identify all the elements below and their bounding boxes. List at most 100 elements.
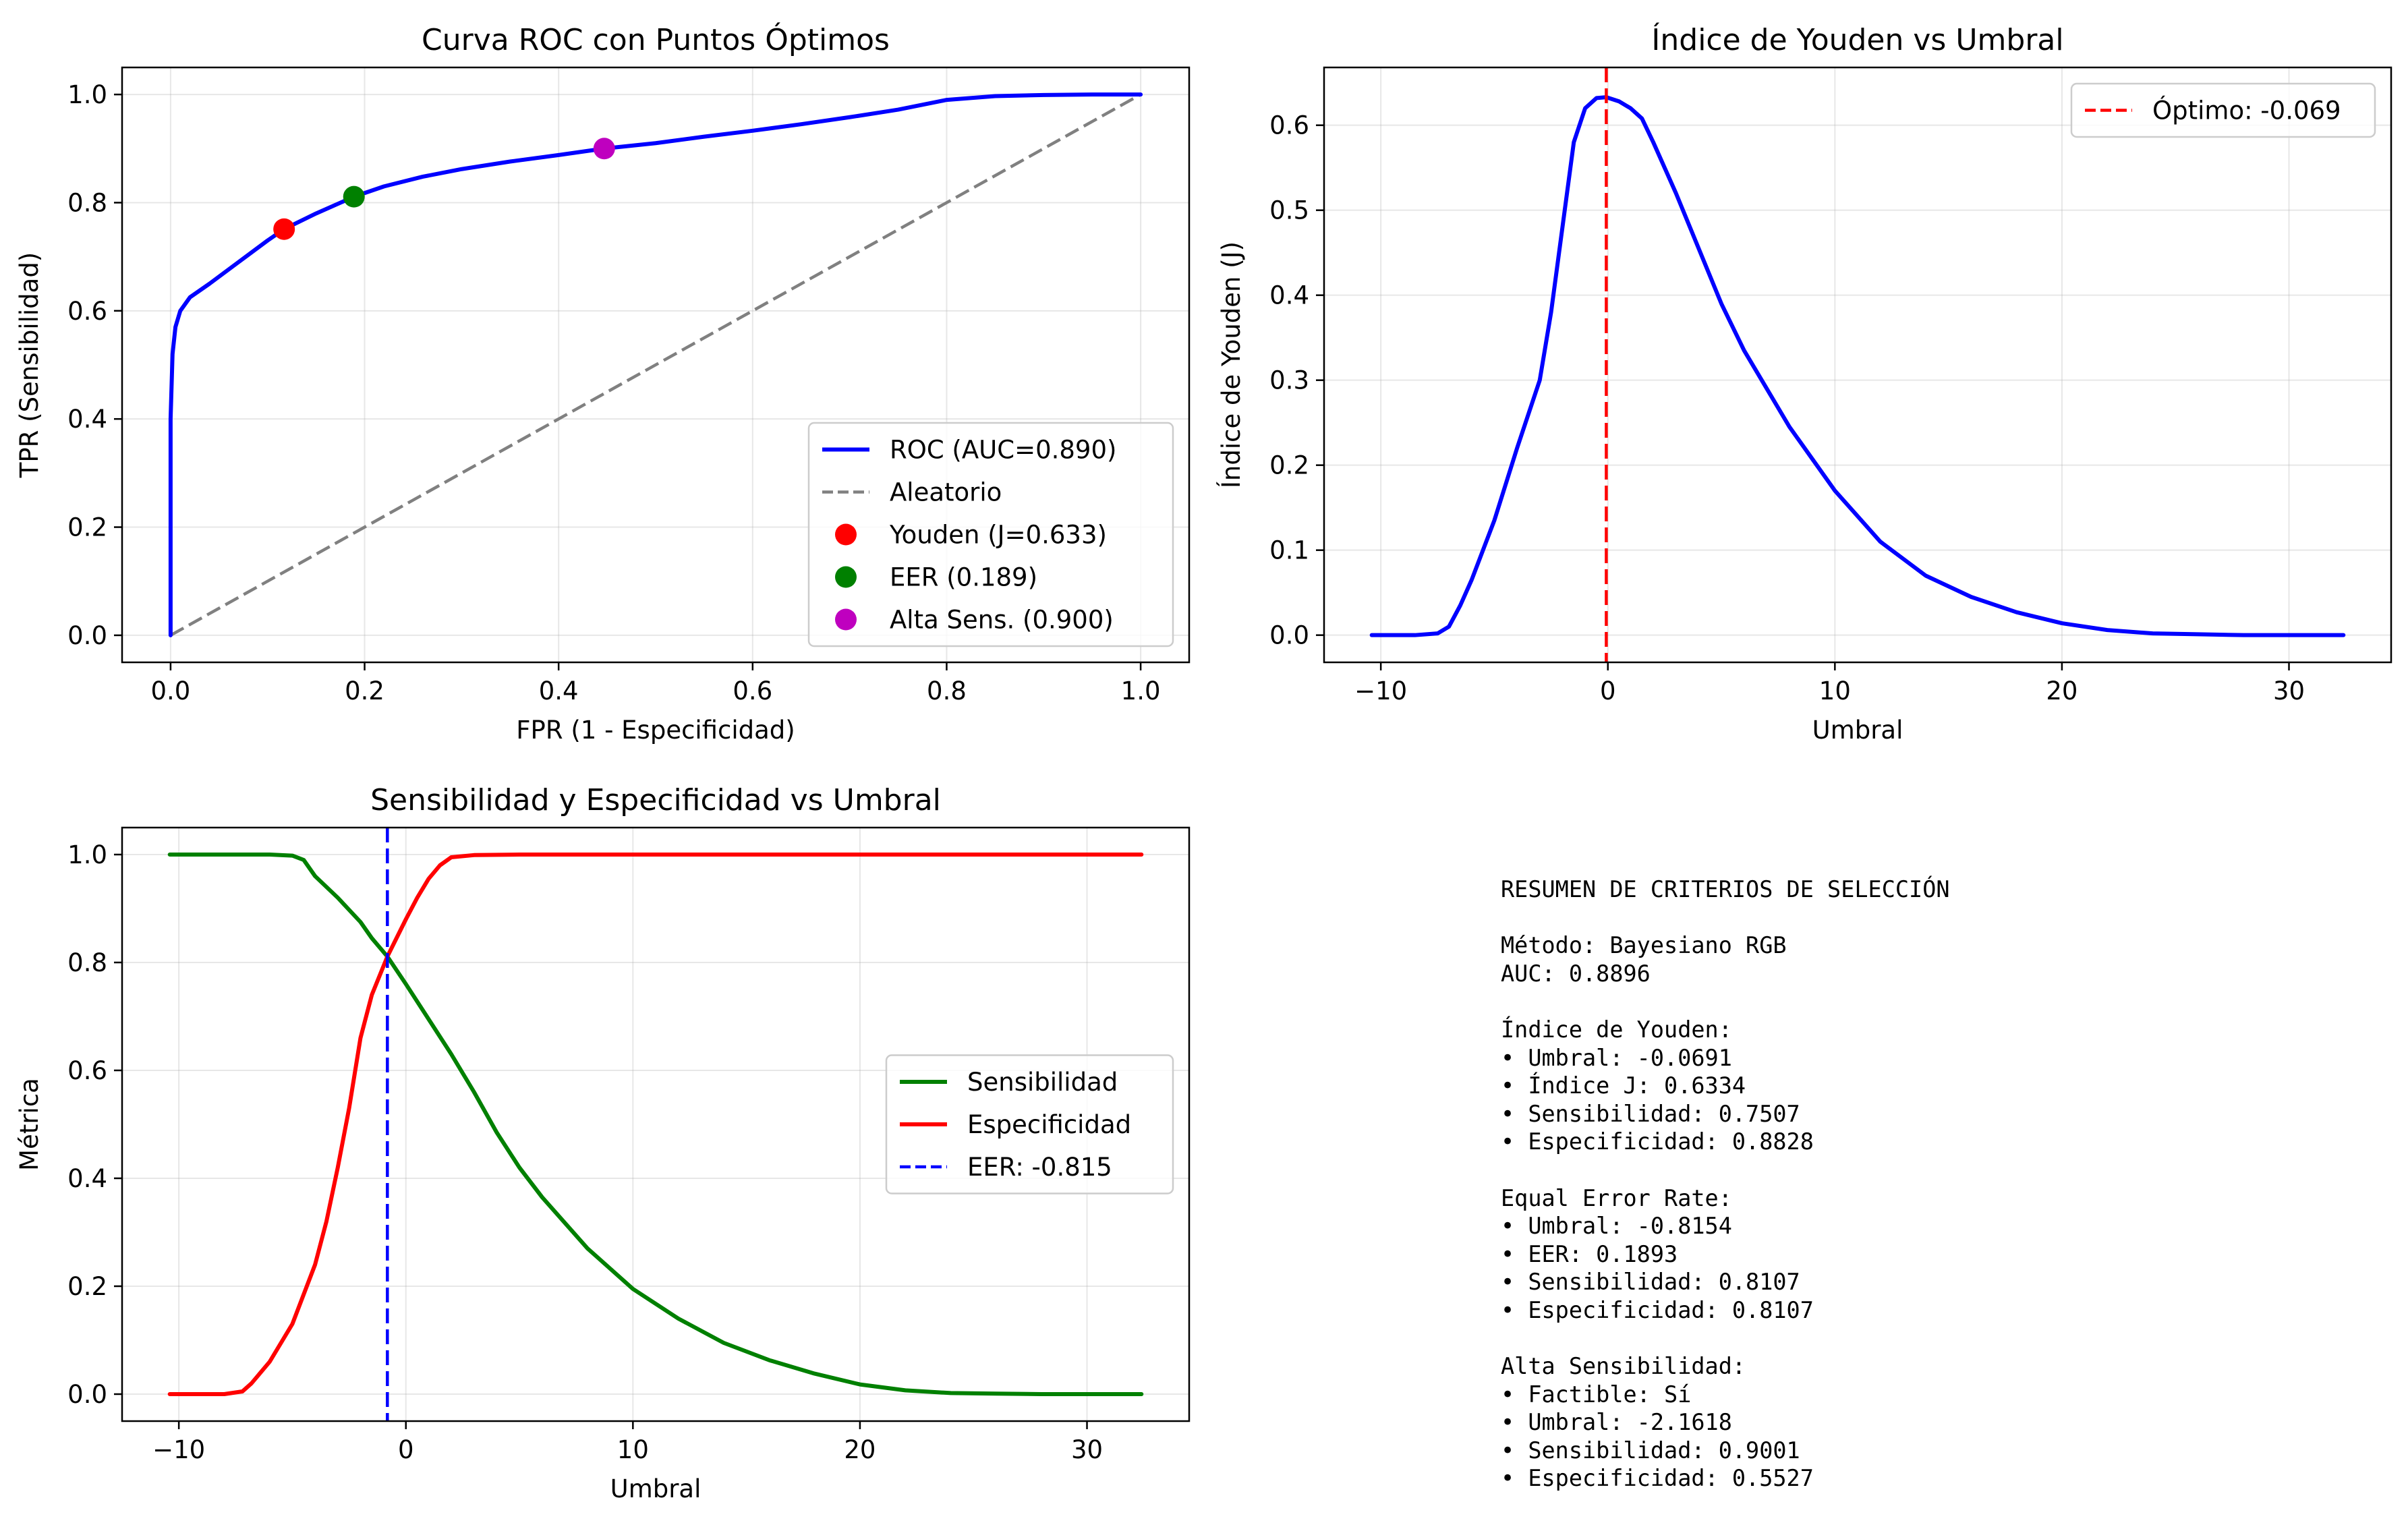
summary-line: • Umbral: -2.1618 [1501, 1409, 1732, 1436]
y-tick-label: 0.2 [67, 513, 107, 542]
summary-text: RESUMEN DE CRITERIOS DE SELECCIÓN Método… [1501, 875, 2310, 1493]
series-line-especificidad [167, 853, 1144, 1396]
axes-frame [121, 826, 1191, 1422]
legend-label: Especificidad [967, 1110, 1131, 1139]
axes-frame [1323, 66, 2392, 664]
legend-label: Youden (J=0.633) [889, 521, 1107, 550]
series-line-aleatorio [169, 93, 1142, 637]
summary-line: Método: Bayesiano RGB [1501, 932, 1787, 959]
x-tick-label: 0.6 [733, 676, 772, 705]
summary-line: • Factible: Sí [1501, 1381, 1692, 1408]
summary-line [1501, 1325, 2310, 1353]
summary-line: • Umbral: -0.0691 [1501, 1044, 1732, 1071]
legend: Óptimo: -0.069 [2070, 82, 2376, 138]
data-point [343, 185, 365, 208]
summary-line [1501, 1156, 2310, 1184]
legend: ROC (AUC=0.890) Aleatorio Youden (J=0.633)… [807, 422, 1174, 647]
summary-line: • Umbral: -0.8154 [1501, 1213, 1732, 1240]
x-tick-label: 0.8 [927, 676, 967, 705]
legend-label: Sensibilidad [967, 1068, 1118, 1097]
legend-swatch [835, 566, 857, 588]
summary-line: • Especificidad: 0.8828 [1501, 1128, 1814, 1155]
y-tick-label: 0.8 [67, 948, 107, 977]
summary-line: • Sensibilidad: 0.8107 [1501, 1269, 1800, 1296]
x-axis-label: Umbral [1812, 716, 1903, 745]
y-tick-label: 0.3 [1269, 366, 1309, 395]
legend-box [2070, 82, 2376, 138]
x-tick-label: 1.0 [1121, 676, 1161, 705]
chart-panel-1: 0.0 0.2 0.4 0.6 0.8 1.0 0.0 0.2 0.4 0.6 0.8 1.0 Curv… [15, 22, 1191, 745]
y-axis-label: TPR (Sensibilidad) [15, 252, 44, 478]
x-tick-label: 10 [617, 1435, 649, 1464]
x-tick-label: 0.4 [539, 676, 579, 705]
x-tick-label: 0 [1600, 676, 1616, 705]
summary-line [1501, 987, 2310, 1016]
summary-line: • Índice J: 0.6334 [1501, 1072, 1746, 1099]
x-tick-label: −10 [152, 1435, 205, 1464]
plot-area [168, 92, 1143, 637]
y-tick-label: 0.4 [1269, 281, 1309, 310]
y-tick-label: 0.8 [67, 188, 107, 217]
x-tick-label: −10 [1354, 676, 1407, 705]
chart-title: Índice de Youden vs Umbral [1651, 22, 2063, 57]
summary-line: Alta Sensibilidad: [1501, 1353, 1746, 1380]
data-point [273, 218, 295, 240]
summary-line [1501, 904, 2310, 932]
y-tick-label: 1.0 [67, 80, 107, 109]
summary-line: Equal Error Rate: [1501, 1184, 1732, 1211]
summary-line: • Especificidad: 0.8107 [1501, 1296, 1814, 1323]
y-tick-label: 0.0 [1269, 621, 1309, 650]
x-tick-label: 20 [844, 1435, 876, 1464]
x-tick-label: 0.2 [345, 676, 384, 705]
y-tick-label: 0.0 [67, 1380, 107, 1409]
chart-panel-3: −10 0 10 20 30 0.0 0.2 0.4 0.6 0.8 1.0 Sensibilidad… [15, 783, 1191, 1503]
y-tick-label: 1.0 [67, 840, 107, 869]
y-tick-label: 0.5 [1269, 196, 1309, 225]
plot-area [1369, 67, 2346, 662]
series-line-roc-auc-0-890 [168, 92, 1143, 637]
legend-label: Óptimo: -0.069 [2152, 96, 2341, 125]
x-axis-label: Umbral [610, 1474, 701, 1503]
y-tick-label: 0.4 [67, 1164, 107, 1193]
y-axis-label: Métrica [15, 1078, 44, 1171]
y-tick-label: 0.6 [67, 297, 107, 326]
y-axis-label: Índice de Youden (J) [1216, 241, 1246, 488]
plot-area [167, 828, 1144, 1421]
x-tick-label: 0.0 [150, 676, 190, 705]
y-tick-label: 0.2 [1269, 451, 1309, 480]
x-tick-label: 0 [398, 1435, 414, 1464]
summary-line: • Sensibilidad: 0.9001 [1501, 1437, 1800, 1464]
y-tick-label: 0.2 [67, 1272, 107, 1301]
legend-label: ROC (AUC=0.890) [890, 436, 1116, 465]
summary-line: • Sensibilidad: 0.7507 [1501, 1100, 1800, 1127]
legend-label: EER: -0.815 [967, 1153, 1112, 1182]
legend-label: Alta Sens. (0.900) [890, 606, 1114, 635]
y-tick-label: 0.6 [1269, 111, 1309, 140]
chart-panel-2: −10 0 10 20 30 0.0 0.1 0.2 0.3 0.4 0.5 0.6 Índice de… [1216, 22, 2392, 745]
data-point [593, 138, 615, 160]
legend-box [807, 422, 1174, 647]
x-tick-label: 10 [1819, 676, 1851, 705]
x-tick-label: 30 [1071, 1435, 1103, 1464]
summary-line: AUC: 0.8896 [1501, 960, 1651, 987]
summary-line: • Especificidad: 0.5527 [1501, 1465, 1814, 1492]
axes-frame [121, 66, 1191, 664]
legend-label: EER (0.189) [890, 563, 1037, 592]
y-tick-label: 0.4 [67, 405, 107, 434]
chart-title: Sensibilidad y Especificidad vs Umbral [370, 783, 941, 817]
series-line-curve [1369, 95, 2346, 637]
y-tick-label: 0.0 [67, 621, 107, 650]
y-tick-label: 0.1 [1269, 536, 1309, 565]
legend: Sensibilidad Especificidad EER: -0.815 [885, 1054, 1174, 1194]
chart-title: Curva ROC con Puntos Óptimos [422, 22, 890, 57]
series-line-sensibilidad [167, 853, 1144, 1396]
summary-line: Índice de Youden: [1501, 1016, 1732, 1043]
y-tick-label: 0.6 [67, 1056, 107, 1085]
legend-label: Aleatorio [890, 478, 1002, 507]
x-tick-label: 30 [2273, 676, 2305, 705]
summary-line: RESUMEN DE CRITERIOS DE SELECCIÓN [1501, 876, 1950, 902]
x-axis-label: FPR (1 - Especificidad) [516, 716, 795, 745]
legend-box [885, 1054, 1174, 1194]
legend-swatch [835, 523, 857, 546]
